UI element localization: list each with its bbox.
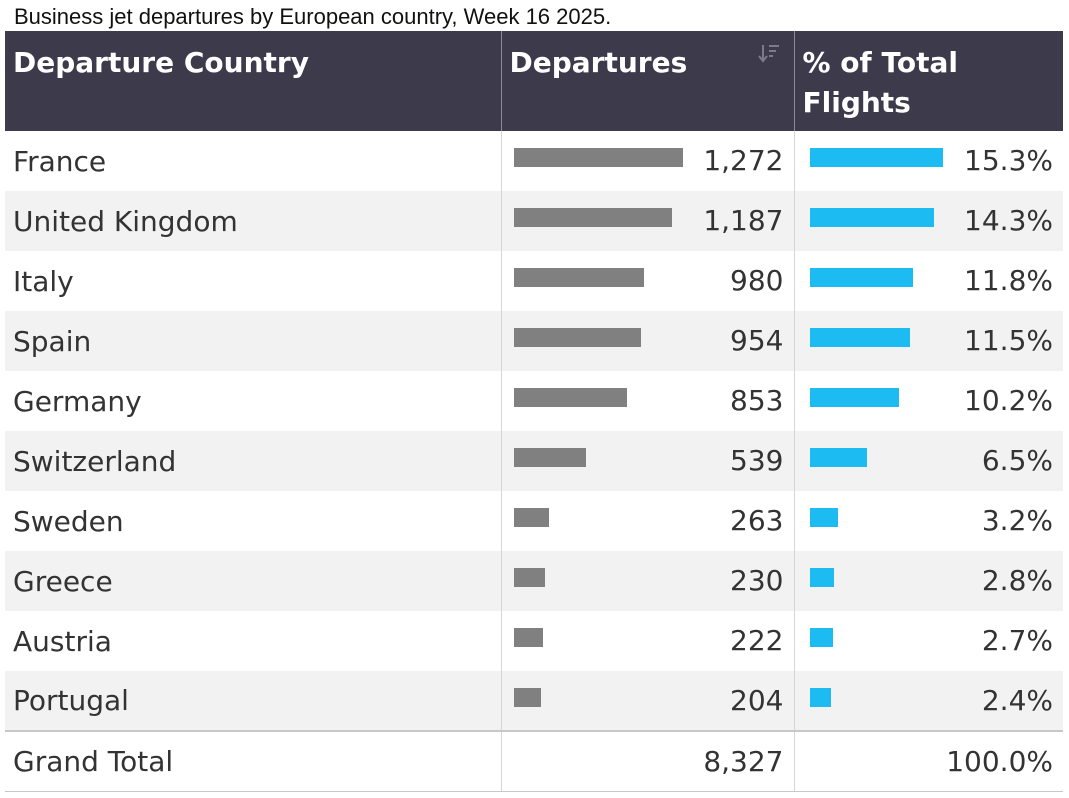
- departures-value: 539: [730, 444, 784, 477]
- country-cell: United Kingdom: [5, 191, 502, 251]
- country-cell: Sweden: [5, 491, 502, 551]
- departures-table: Departure Country Departures % of Total …: [5, 31, 1063, 792]
- departures-bar: [513, 328, 641, 347]
- departures-cell: 230: [501, 551, 795, 611]
- departures-value: 853: [730, 384, 784, 417]
- country-cell: Italy: [5, 251, 502, 311]
- departures-bar: [513, 628, 543, 647]
- departures-cell: 980: [501, 251, 795, 311]
- grand-total-departures: 8,327: [501, 730, 795, 792]
- pct-value: 6.5%: [981, 444, 1053, 477]
- pct-cell: 10.2%: [794, 371, 1063, 431]
- sort-descending-icon[interactable]: [757, 43, 780, 63]
- grand-total-row: Grand Total 8,327 100.0%: [5, 730, 1063, 792]
- departures-bar: [513, 208, 672, 227]
- pct-bar: [809, 328, 910, 347]
- pct-cell: 2.8%: [794, 551, 1063, 611]
- departures-cell: 222: [501, 611, 795, 671]
- departures-cell: 954: [501, 311, 795, 371]
- departures-bar: [513, 448, 586, 467]
- pct-value: 14.3%: [964, 204, 1053, 237]
- departures-value: 222: [730, 624, 784, 657]
- table-row: Greece 230 2.8%: [5, 551, 1063, 611]
- pct-bar: [809, 628, 833, 647]
- pct-cell: 11.8%: [794, 251, 1063, 311]
- header-departures[interactable]: Departures: [501, 31, 795, 131]
- departures-value: 980: [730, 264, 784, 297]
- pct-cell: 3.2%: [794, 491, 1063, 551]
- departures-cell: 853: [501, 371, 795, 431]
- pct-bar: [809, 568, 834, 587]
- departures-bar: [513, 268, 644, 287]
- country-cell: Greece: [5, 551, 502, 611]
- pct-value: 2.7%: [981, 624, 1053, 657]
- departures-cell: 539: [501, 431, 795, 491]
- departures-value: 263: [730, 504, 784, 537]
- header-row: Departure Country Departures % of Total …: [5, 31, 1063, 131]
- country-cell: Switzerland: [5, 431, 502, 491]
- departures-value: 954: [730, 324, 784, 357]
- pct-value: 11.8%: [964, 264, 1053, 297]
- grand-total-label: Grand Total: [5, 730, 502, 792]
- table-row: Italy 980 11.8%: [5, 251, 1063, 311]
- pct-cell: 14.3%: [794, 191, 1063, 251]
- chart-caption: Business jet departures by European coun…: [14, 4, 612, 29]
- pct-bar: [809, 208, 934, 227]
- pct-value: 15.3%: [964, 144, 1053, 177]
- table-row: Germany 853 10.2%: [5, 371, 1063, 431]
- pct-bar: [809, 148, 943, 167]
- pct-value: 3.2%: [981, 504, 1053, 537]
- country-cell: Austria: [5, 611, 502, 671]
- table-body: France 1,272 15.3% United Kingdom 1,187 14.3%…: [5, 131, 1063, 731]
- departures-bar: [513, 508, 549, 527]
- pct-value: 10.2%: [964, 384, 1053, 417]
- table-row: Portugal 204 2.4%: [5, 671, 1063, 731]
- pct-bar: [809, 508, 838, 527]
- header-pct-total[interactable]: % of Total Flights: [794, 31, 1063, 131]
- departures-cell: 204: [501, 671, 795, 731]
- pct-cell: 11.5%: [794, 311, 1063, 371]
- pct-bar: [809, 388, 899, 407]
- pct-value: 11.5%: [964, 324, 1053, 357]
- pct-value: 2.8%: [981, 564, 1053, 597]
- pct-cell: 2.4%: [794, 671, 1063, 731]
- pct-cell: 15.3%: [794, 131, 1063, 191]
- departures-bar: [513, 688, 541, 707]
- departures-value: 230: [730, 564, 784, 597]
- departures-cell: 263: [501, 491, 795, 551]
- table-row: United Kingdom 1,187 14.3%: [5, 191, 1063, 251]
- pct-cell: 2.7%: [794, 611, 1063, 671]
- pct-value: 2.4%: [981, 684, 1053, 717]
- departures-cell: 1,187: [501, 191, 795, 251]
- country-cell: France: [5, 131, 502, 191]
- pct-bar: [809, 448, 867, 467]
- departures-bar: [513, 148, 683, 167]
- table-row: Switzerland 539 6.5%: [5, 431, 1063, 491]
- table-row: Spain 954 11.5%: [5, 311, 1063, 371]
- header-country[interactable]: Departure Country: [5, 31, 502, 131]
- pct-cell: 6.5%: [794, 431, 1063, 491]
- pct-bar: [809, 688, 831, 707]
- departures-value: 204: [730, 684, 784, 717]
- table-row: Austria 222 2.7%: [5, 611, 1063, 671]
- departures-value: 1,272: [703, 144, 784, 177]
- country-cell: Portugal: [5, 671, 502, 731]
- departures-bar: [513, 568, 545, 587]
- pct-bar: [809, 268, 913, 287]
- table-row: Sweden 263 3.2%: [5, 491, 1063, 551]
- grand-total-pct: 100.0%: [794, 730, 1063, 792]
- departures-cell: 1,272: [501, 131, 795, 191]
- table-row: France 1,272 15.3%: [5, 131, 1063, 191]
- header-departures-label: Departures: [509, 46, 688, 79]
- country-cell: Spain: [5, 311, 502, 371]
- departures-value: 1,187: [703, 204, 784, 237]
- departures-bar: [513, 388, 627, 407]
- country-cell: Germany: [5, 371, 502, 431]
